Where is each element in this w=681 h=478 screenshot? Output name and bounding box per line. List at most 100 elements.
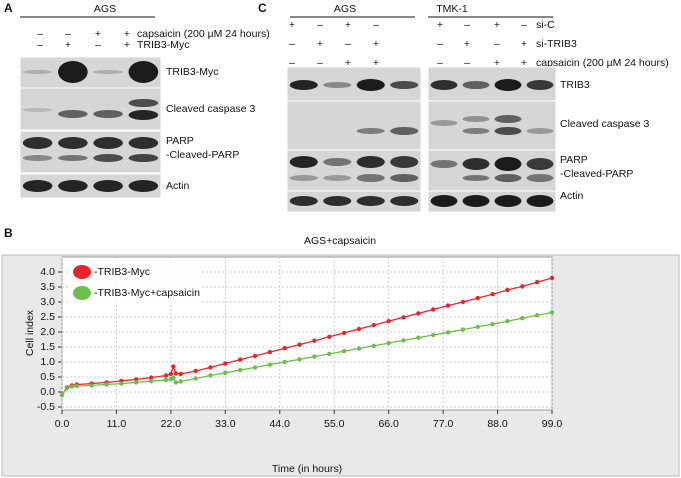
data-point [431, 332, 436, 338]
data-point [208, 365, 213, 370]
data-point [237, 357, 243, 362]
sign: – [437, 57, 443, 69]
blot [286, 100, 422, 151]
band [323, 158, 352, 166]
sign: – [37, 39, 43, 51]
legend-box [70, 261, 200, 303]
data-point [223, 370, 228, 375]
blot-label: TRIB3-Myc [166, 66, 219, 78]
x-tick-label: 77.0 [433, 418, 454, 430]
band [462, 195, 490, 207]
band [93, 180, 123, 192]
band [526, 80, 554, 90]
data-point [490, 292, 495, 297]
data-point [171, 364, 176, 369]
blot [427, 149, 557, 192]
band [390, 81, 419, 89]
sign: + [521, 57, 527, 69]
band [462, 158, 490, 170]
cell-line: AGS [94, 3, 116, 15]
data-point [386, 340, 391, 346]
sign: + [95, 28, 101, 40]
sign: – [437, 38, 443, 50]
data-point [505, 287, 510, 293]
band [58, 155, 88, 161]
y-axis-label: Cell index [24, 309, 36, 356]
data-point [520, 284, 525, 289]
data-point [193, 368, 198, 374]
band [289, 175, 318, 181]
sign: + [373, 57, 379, 69]
y-tick-label: 1.0 [40, 356, 55, 368]
band [58, 110, 88, 118]
data-point [148, 375, 154, 380]
band [356, 128, 385, 134]
data-point [173, 380, 179, 385]
cell-line: AGS [334, 3, 356, 15]
panel-letter: C [258, 1, 267, 15]
band [526, 195, 554, 207]
blot [427, 100, 557, 151]
band [390, 196, 419, 206]
y-tick-label: 2.5 [40, 311, 55, 323]
y-tick-label: 4.0 [40, 266, 55, 278]
data-point [460, 327, 466, 332]
sign: – [494, 38, 500, 50]
band [289, 196, 318, 206]
sign: + [124, 28, 130, 40]
data-point [119, 381, 124, 386]
y-tick-label: 1.5 [40, 341, 55, 353]
data-point [193, 376, 198, 381]
sign: – [373, 19, 379, 31]
data-point [171, 375, 176, 381]
x-tick-label: 99.0 [542, 418, 563, 430]
y-tick-label: 3.0 [40, 296, 55, 308]
band [462, 81, 490, 89]
data-point [356, 346, 362, 351]
data-point [475, 324, 480, 330]
data-point [445, 330, 451, 335]
data-point [341, 349, 347, 354]
data-point [431, 307, 436, 312]
sign: + [345, 57, 351, 69]
data-point [163, 373, 169, 378]
y-tick-label: 0.5 [40, 371, 55, 383]
band [462, 175, 490, 181]
band [430, 160, 458, 168]
data-point [282, 359, 287, 365]
row-label: si-TRIB3 [536, 38, 577, 50]
cell-line: TMK-1 [436, 3, 468, 15]
x-tick-label: 11.0 [107, 418, 127, 430]
band [323, 175, 352, 181]
data-point [371, 322, 377, 328]
data-point [267, 362, 273, 367]
data-point [371, 343, 377, 348]
sign: – [289, 38, 295, 50]
data-point [356, 326, 362, 332]
blot [286, 190, 422, 213]
data-point [252, 353, 258, 359]
data-point [252, 365, 258, 370]
data-point [490, 322, 495, 327]
row-label: capsaicin (200 µM 24 hours) [536, 57, 669, 69]
band [22, 180, 53, 192]
panel-letter: B [4, 226, 13, 240]
sign: – [464, 19, 470, 31]
sign: + [494, 19, 500, 31]
band [22, 155, 53, 161]
band [494, 79, 522, 91]
sign: + [464, 38, 470, 50]
data-point [445, 303, 451, 308]
data-point [297, 357, 302, 362]
sign: + [494, 57, 500, 69]
band [494, 195, 522, 207]
chart-title: AGS+capsaicin [304, 235, 376, 247]
data-point [148, 379, 154, 384]
band [462, 116, 490, 122]
legend-swatch [73, 286, 91, 300]
band [58, 180, 88, 192]
data-point [475, 295, 480, 301]
band [390, 174, 419, 182]
band [22, 108, 53, 112]
